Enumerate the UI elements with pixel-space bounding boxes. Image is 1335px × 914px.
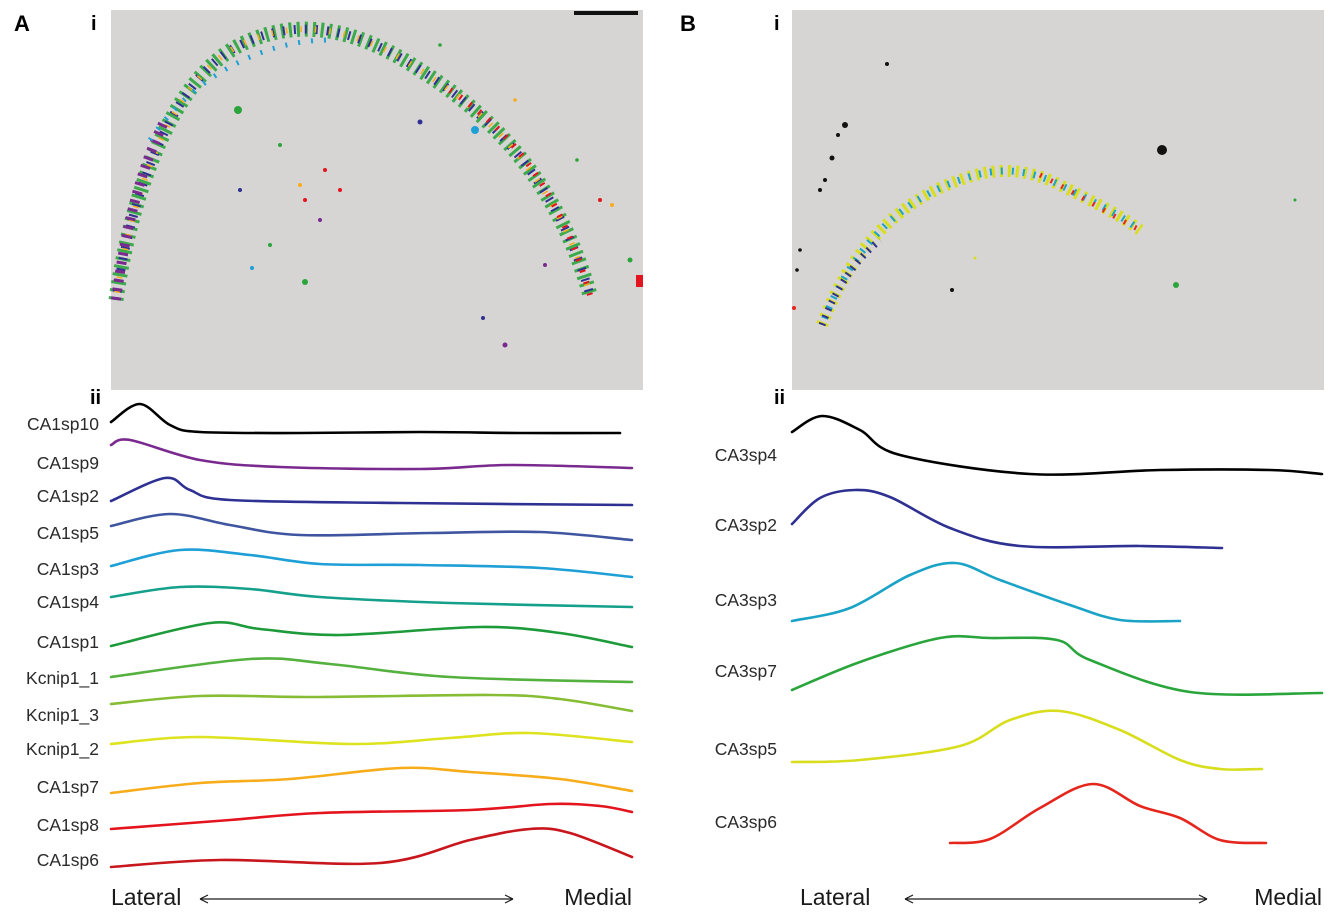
panel-a-trace-ca1sp4: [109, 585, 634, 609]
panel-a-trace-ca1sp3: [109, 548, 634, 579]
panel-a-arc-cyan: [147, 37, 331, 142]
panel-a-axis-lateral: Lateral: [111, 884, 181, 910]
panel-a-trace-label: CA1sp10: [27, 414, 99, 434]
panel-b: B i ii CA3sp4CA3sp2CA3sp3CA3sp7CA3sp5CA3…: [680, 10, 1324, 910]
panel-b-axis-lateral: Lateral: [800, 884, 870, 910]
panel-b-trace-label: CA3sp5: [715, 739, 777, 759]
panel-a-trace-ca1sp2: [109, 476, 634, 507]
panel-b-trace-ca3sp6: [948, 782, 1268, 845]
panel-a-trace-kcnip1-1: [109, 657, 634, 684]
panel-b-letter: B: [680, 11, 696, 36]
panel-a-trace-label: Kcnip1_3: [26, 705, 99, 726]
panel-a-trace-label: Kcnip1_1: [26, 668, 99, 689]
panel-b-trace-label: CA3sp7: [715, 661, 777, 681]
panel-b-trace-ca3sp4: [790, 414, 1324, 476]
panel-a-trace-ca1sp6: [109, 827, 634, 869]
panel-b-trace-ca3sp2: [790, 488, 1224, 550]
panel-a-arc-orange: [113, 26, 593, 301]
panel-a-axis-medial: Medial: [564, 884, 632, 910]
panel-a-map-label: i: [91, 13, 97, 35]
panel-a: A i: [14, 10, 643, 910]
panel-b-axis-arrow: [904, 894, 1208, 904]
panel-a-trace-label: CA1sp4: [37, 592, 100, 612]
panel-a-trace-label: CA1sp1: [37, 632, 99, 652]
panel-a-scatter: [234, 43, 643, 348]
panel-a-axis-arrow: [199, 894, 514, 904]
panel-a-trace-ca1sp5: [109, 512, 634, 542]
panel-a-trace-kcnip1-2: [109, 731, 634, 746]
panel-a-trace-label: CA1sp9: [37, 453, 99, 473]
panel-a-profiles: CA1sp10 CA1sp9 CA1sp2 CA1sp5 CA1sp3 CA1sp4 CA1…: [26, 402, 634, 870]
panel-a-arc-purple: [111, 117, 170, 301]
panel-a-trace-label: CA1sp3: [37, 559, 99, 579]
panel-b-cell-map: [792, 10, 1324, 390]
panel-a-trace-label: CA1sp8: [37, 815, 99, 835]
panel-a-trace-label: CA1sp7: [37, 777, 99, 797]
panel-a-profiles-label: ii: [90, 387, 101, 409]
panel-b-trace-label: CA3sp6: [715, 812, 777, 832]
panel-b-arc-red: [1038, 172, 1142, 233]
panel-b-scatter: [792, 62, 1297, 310]
panel-a-trace-label: CA1sp6: [37, 850, 99, 870]
panel-a-trace-label: Kcnip1_2: [26, 739, 99, 760]
panel-b-axis-medial: Medial: [1254, 884, 1322, 910]
panel-b-arc-yellow: [816, 165, 1144, 328]
panel-b-map-label: i: [774, 13, 780, 35]
panel-b-trace-ca3sp3: [790, 561, 1182, 623]
panel-b-trace-label: CA3sp3: [715, 590, 777, 610]
panel-a-trace-ca1sp9: [109, 438, 634, 471]
panel-b-profiles-label: ii: [774, 387, 785, 409]
panel-a-trace-ca1sp7: [109, 766, 634, 795]
panel-a-trace-ca1sp10: [109, 402, 622, 435]
panel-b-profiles: CA3sp4 CA3sp2 CA3sp3 CA3sp7 CA3sp5 CA3sp6: [715, 414, 1324, 845]
panel-a-trace-label: CA1sp5: [37, 523, 99, 543]
panel-a-cell-map: [108, 10, 643, 390]
panel-b-arc-cyan: [818, 167, 1143, 327]
panel-a-trace-label: CA1sp2: [37, 486, 99, 506]
panel-a-trace-ca1sp8: [109, 802, 634, 831]
scale-bar: [574, 11, 638, 15]
panel-a-map-background: [111, 10, 643, 390]
panel-a-trace-ca1sp1: [109, 621, 634, 649]
panel-b-trace-label: CA3sp2: [715, 515, 777, 535]
panel-b-trace-ca3sp7: [790, 634, 1324, 696]
panel-b-map-background: [792, 10, 1324, 390]
panel-b-trace-label: CA3sp4: [715, 445, 778, 465]
panel-a-letter: A: [14, 11, 30, 36]
panel-b-trace-ca3sp5: [790, 709, 1264, 771]
panel-a-trace-kcnip1-3: [109, 693, 634, 713]
